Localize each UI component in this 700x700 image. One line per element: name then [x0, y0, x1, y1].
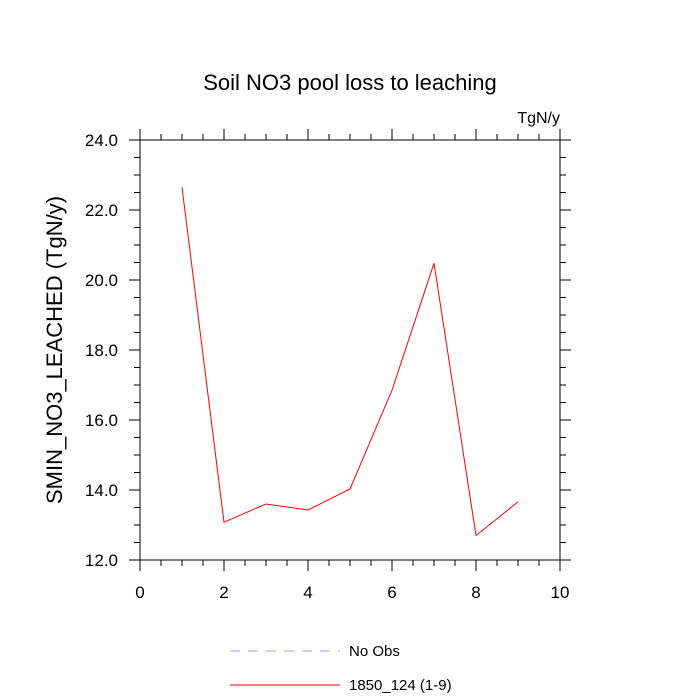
x-tick-label: 4: [303, 583, 312, 602]
units-label: TgN/y: [517, 110, 560, 127]
series-group: [181, 187, 519, 537]
y-tick-label: 24.0: [85, 131, 118, 150]
x-tick-label: 8: [471, 583, 480, 602]
y-axis-label: SMIN_NO3_LEACHED (TgN/y): [42, 196, 67, 504]
y-tick-label: 18.0: [85, 341, 118, 360]
legend: No Obs 1850_124 (1-9): [230, 643, 452, 694]
series-line-0: [181, 187, 519, 537]
x-tick-labels: 0 2 4 6 8 10: [135, 583, 569, 602]
chart-title: Soil NO3 pool loss to leaching: [203, 70, 497, 95]
legend-label-no-obs: No Obs: [349, 643, 400, 660]
y-tick-label: 16.0: [85, 411, 118, 430]
x-tick-label: 0: [135, 583, 144, 602]
legend-label-series: 1850_124 (1-9): [349, 677, 452, 694]
axis-ticks: [129, 129, 571, 571]
y-tick-label: 20.0: [85, 271, 118, 290]
x-tick-label: 2: [219, 583, 228, 602]
y-tick-label: 22.0: [85, 201, 118, 220]
y-tick-labels: 12.0 14.0 16.0 18.0 20.0 22.0 24.0: [85, 131, 118, 570]
y-tick-label: 14.0: [85, 481, 118, 500]
y-tick-label: 12.0: [85, 551, 118, 570]
x-tick-label: 6: [387, 583, 396, 602]
plot-frame: [139, 139, 561, 561]
x-tick-label: 10: [551, 583, 570, 602]
